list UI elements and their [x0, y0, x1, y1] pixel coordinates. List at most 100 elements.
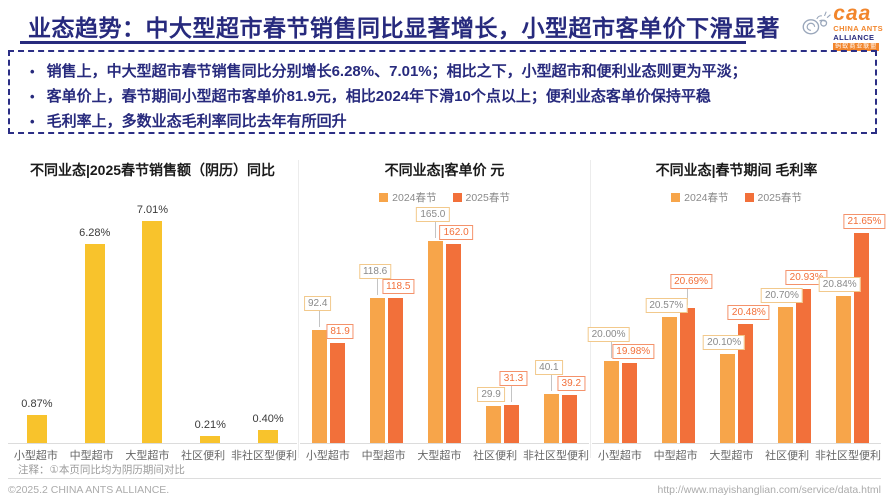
bar-value-label: 6.28% [79, 227, 111, 239]
leader-line [377, 279, 379, 295]
plot-column: 7.01% [124, 204, 182, 443]
logo-name-line1: CHINA ANTS [833, 24, 883, 33]
bar [445, 244, 461, 443]
legend-swatch [379, 192, 389, 202]
bar-value-label: 0.40% [252, 413, 284, 425]
bar-value-label: 20.93% [785, 270, 828, 285]
bar-value-label: 20.69% [670, 274, 713, 289]
bar [680, 308, 696, 443]
chart-sales-yoy: 不同业态|2025春节销售额（阴历）同比 0.87% 6.28% 7.01% 0.21%… [8, 150, 297, 462]
legend-swatch [671, 192, 681, 202]
legend-item: 2024春节 [379, 190, 437, 205]
bar-value-label: 92.4 [303, 296, 332, 311]
bar-value-label: 40.1 [535, 360, 563, 375]
bar [561, 395, 577, 443]
bar [200, 436, 221, 443]
summary-bullet: 客单价上，春节期间小型超市客单价81.9元，相比2024年下滑10个点以上；便利… [30, 84, 861, 109]
plot-column: 20.57% 20.69% [645, 210, 713, 443]
page-title: 业态趋势：中大型超市春节销售同比显著增长，小型超市客单价下滑显著 [28, 15, 780, 41]
category-label: 大型超市 [709, 450, 754, 462]
logo-tagline: 蚂蚁商业联盟 [833, 43, 880, 51]
charts-row: 不同业态|2025春节销售额（阴历）同比 0.87% 6.28% 7.01% 0.21%… [8, 150, 886, 462]
logo-name-line2: ALLIANCE [833, 32, 875, 42]
logo-text: caa CHINA ANTS ALLIANCE 蚂蚁商业联盟 [833, 3, 883, 51]
bar [26, 415, 47, 443]
bar [312, 330, 328, 443]
category-label: 小型超市 [597, 450, 642, 462]
legend-swatch [744, 192, 754, 202]
title-underline [20, 41, 746, 44]
plot-column: 20.70% 20.93% [760, 210, 828, 443]
bar-pair: 92.4 81.9 [303, 296, 354, 443]
footnote: 注释：①本页同比均为阴历期间对比 [18, 464, 185, 476]
leader-line [510, 386, 512, 402]
leader-line [611, 342, 613, 358]
bar [604, 361, 620, 443]
bar [543, 394, 559, 443]
chart-legend: 2024春节 2025春节 [592, 184, 881, 210]
bar [330, 343, 346, 443]
footer-divider [8, 478, 881, 479]
summary-bullet: 毛利率上，多数业态毛利率同比去年有所回升 [30, 109, 861, 134]
leader-line [434, 222, 436, 238]
category-label: 非社区型便利 [815, 450, 881, 462]
bar-value-label: 20.57% [645, 298, 688, 313]
legend-item: 2024春节 [671, 190, 729, 205]
bar [427, 241, 443, 443]
summary-bullet: 销售上，中大型超市春节销售同比分别增长6.28%、7.01%；相比之下，小型超市… [30, 59, 861, 84]
bar-pair: 20.57% 20.69% [645, 274, 713, 443]
bar [777, 307, 793, 443]
chart-avg-ticket: 不同业态|客单价 元 2024春节 2025春节 92.4 81.9 118.6 118.5… [300, 150, 589, 462]
panel-separator [298, 160, 299, 458]
category-axis: 小型超市 中型超市 大型超市 社区便利 非社区型便利 [592, 444, 881, 466]
category-label: 非社区型便利 [231, 450, 297, 462]
bar-wrap: 0.21% [195, 419, 226, 443]
bar [795, 289, 811, 443]
bar [622, 363, 638, 443]
category-label: 大型超市 [417, 450, 462, 462]
bar-wrap: 7.01% [137, 204, 168, 443]
bar-value-label: 0.87% [21, 398, 53, 410]
category-label: 中型超市 [653, 450, 698, 462]
plot-column: 40.1 39.2 [531, 210, 589, 443]
bullet-text: 毛利率上，多数业态毛利率同比去年有所回升 [46, 113, 347, 130]
bar-value-label: 29.9 [477, 387, 505, 402]
bar-value-label: 20.00% [587, 327, 630, 342]
summary-box: 销售上，中大型超市春节销售同比分别增长6.28%、7.01%；相比之下，小型超市… [8, 50, 877, 134]
plot-column: 20.84% 21.65% [818, 210, 886, 443]
plot-area: 20.00% 19.98% 20.57% 20.69% 20.10% 20.48% 20.7… [587, 210, 886, 444]
legend-label: 2025春节 [757, 191, 802, 204]
bar-value-label: 20.48% [727, 305, 770, 320]
category-label: 社区便利 [473, 450, 518, 462]
category-label: 小型超市 [13, 450, 58, 462]
panel-separator [590, 160, 591, 458]
bar [258, 430, 279, 443]
plot-area: 92.4 81.9 118.6 118.5 165.0 162.0 29.9 31.3 40.1… [300, 207, 589, 444]
bar [485, 406, 501, 443]
footer-url: http://www.mayishanglian.com/service/dat… [657, 484, 881, 496]
plot-column: 20.00% 19.98% [587, 210, 655, 443]
plot-column: 0.40% [239, 210, 297, 443]
category-label: 中型超市 [69, 450, 114, 462]
bar-value-label: 81.9 [326, 324, 354, 339]
bar [853, 233, 869, 443]
legend-label: 2024春节 [684, 191, 729, 204]
bar [737, 324, 753, 443]
bar-pair: 20.70% 20.93% [760, 270, 828, 443]
bar-value-label: 7.01% [136, 204, 169, 216]
bar-value-label: 118.5 [382, 279, 415, 294]
bar-pair: 40.1 39.2 [535, 360, 586, 443]
bar-value-label: 39.2 [557, 376, 586, 391]
plot-column: 29.9 31.3 [473, 210, 531, 443]
plot-column: 165.0 162.0 [416, 207, 474, 443]
bar [835, 296, 851, 443]
category-label: 中型超市 [361, 450, 406, 462]
bar [142, 221, 163, 443]
category-label: 社区便利 [765, 450, 810, 462]
bar-value-label: 21.65% [843, 214, 886, 229]
bar-wrap: 0.40% [252, 413, 284, 443]
plot-area: 0.87% 6.28% 7.01% 0.21% 0.40% [8, 204, 297, 444]
bullet-text: 客单价上，春节期间小型超市客单价81.9元，相比2024年下滑10个点以上；便利… [46, 88, 711, 105]
bar [503, 405, 519, 443]
